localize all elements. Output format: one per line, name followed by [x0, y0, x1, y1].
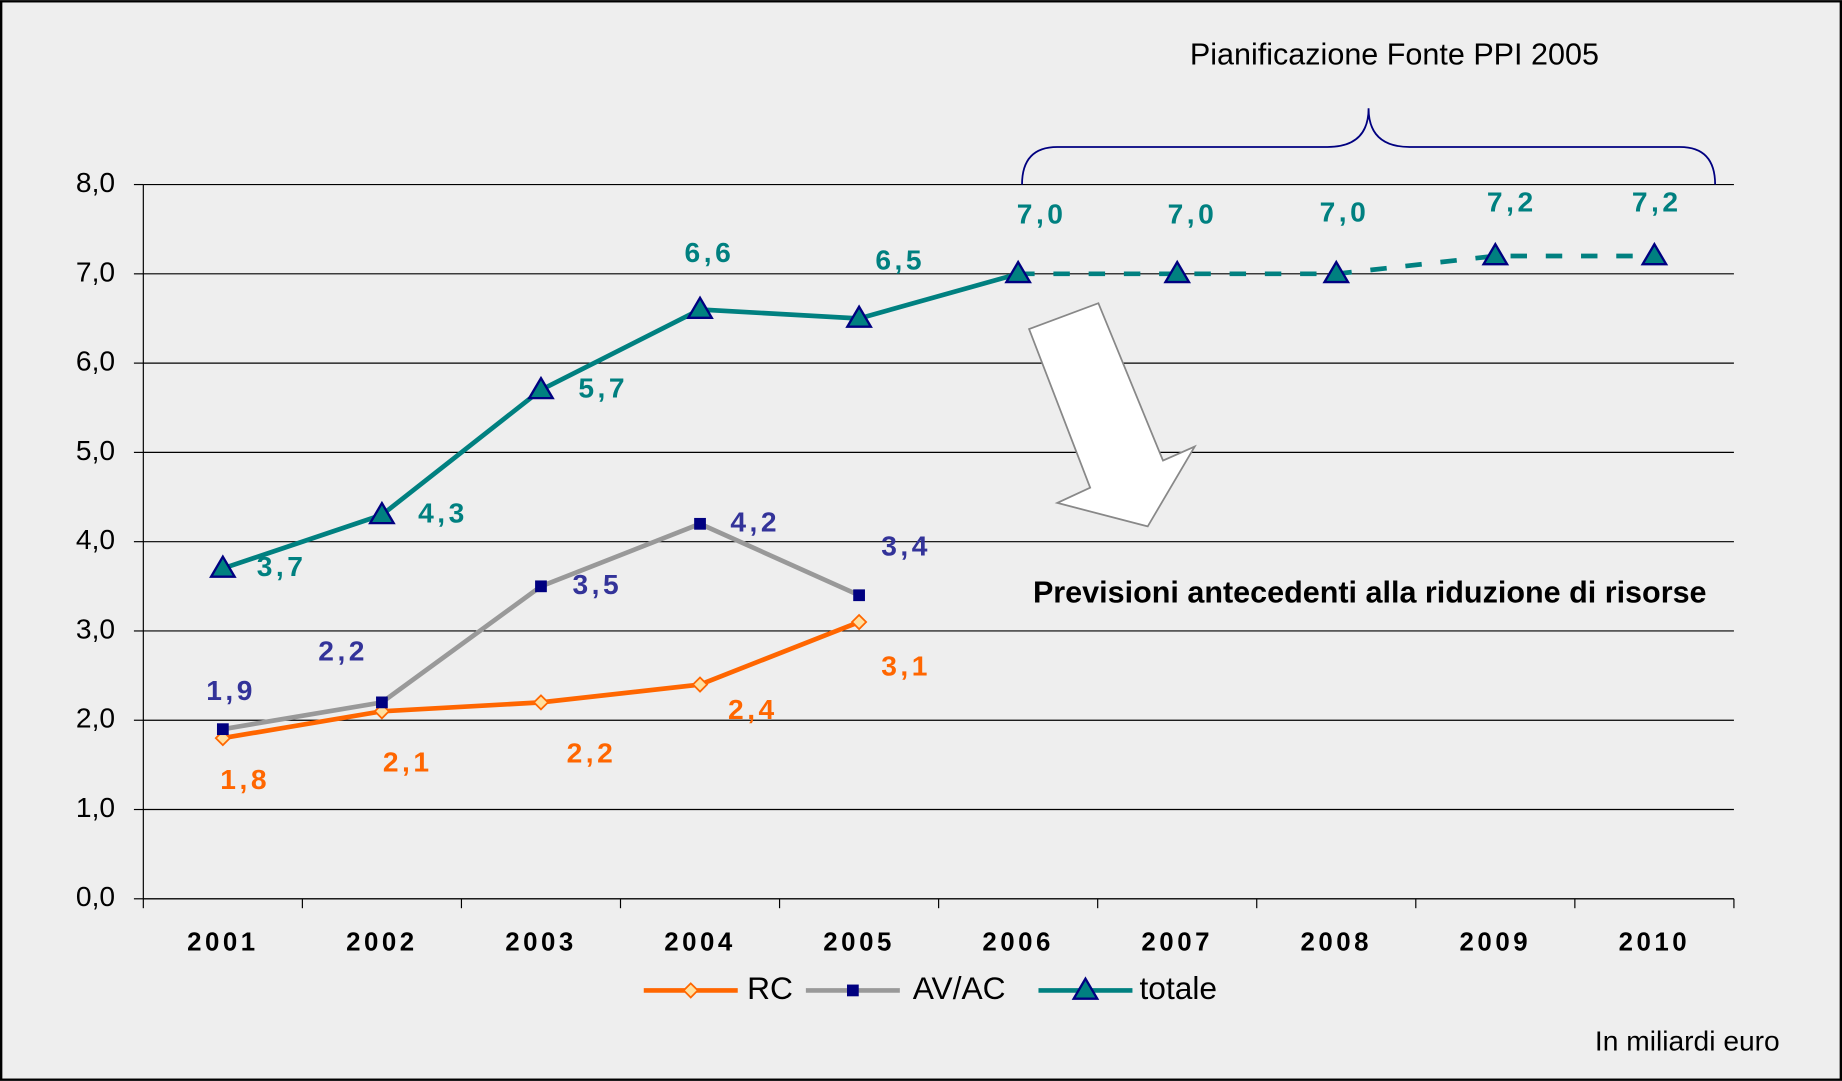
annotation: Pianificazione Fonte PPI 2005	[1190, 38, 1599, 72]
y-tick-label: 2,0	[76, 702, 115, 734]
legend-marker	[1071, 976, 1100, 1000]
legend-label: AV/AC	[913, 970, 1006, 1006]
data-point	[535, 580, 547, 593]
data-label: 5,7	[578, 371, 628, 403]
data-point	[1481, 241, 1510, 266]
x-tick-label: 2001	[187, 928, 259, 956]
data-label: 4,3	[418, 496, 468, 528]
data-point	[1004, 259, 1032, 284]
data-label: 7,2	[1487, 186, 1537, 218]
legend-label: totale	[1140, 970, 1218, 1006]
data-point	[1163, 259, 1192, 284]
data-label: 3,5	[572, 568, 622, 600]
y-tick-label: 8,0	[76, 166, 115, 198]
data-label: 6,6	[685, 236, 735, 268]
data-point	[1322, 259, 1351, 284]
x-tick-label: 2010	[1619, 928, 1691, 956]
data-label: 6,5	[875, 244, 925, 276]
data-label: 4,2	[730, 505, 780, 537]
y-tick-label: 7,0	[76, 255, 115, 287]
data-label: 2,1	[383, 746, 433, 778]
x-tick-label: 2005	[823, 928, 895, 956]
data-label: 2,4	[728, 693, 778, 725]
y-tick-label: 6,0	[76, 345, 115, 377]
y-tick-label: 4,0	[76, 523, 115, 555]
grid	[133, 183, 1735, 909]
data-label: 3,1	[881, 649, 931, 681]
data-point	[686, 295, 714, 319]
data-point	[209, 554, 237, 578]
x-tick-label: 2009	[1460, 928, 1532, 956]
data-point	[850, 613, 868, 631]
x-tick-label: 2003	[505, 928, 577, 956]
data-label: 1,8	[220, 763, 270, 795]
legend-label: RC	[747, 970, 793, 1006]
x-tick-label: 2006	[982, 928, 1054, 956]
x-tick-label: 2004	[664, 928, 736, 956]
data-point	[376, 696, 388, 709]
data-point	[853, 589, 865, 602]
y-tick-label: 5,0	[76, 434, 115, 466]
data-point	[532, 694, 550, 711]
data-label: 3,4	[881, 530, 931, 562]
data-label: 1,9	[206, 674, 256, 706]
x-tick-label: 2007	[1141, 928, 1213, 956]
data-label: 3,7	[257, 550, 307, 582]
data-point	[694, 517, 706, 530]
data-point	[691, 676, 709, 693]
series-line	[222, 271, 1019, 571]
x-tick-label: 2002	[346, 928, 418, 956]
data-label: 7,0	[1320, 195, 1370, 227]
y-tick-label: 3,0	[76, 612, 115, 644]
data-point	[368, 500, 396, 525]
data-label: 7,2	[1632, 186, 1682, 218]
data-label: 2,2	[567, 737, 617, 769]
annotation: Previsioni antecedenti alla riduzione di…	[1033, 576, 1707, 610]
arrow	[1027, 302, 1197, 528]
data-point	[1640, 241, 1669, 266]
x-tick-label: 2008	[1300, 928, 1372, 956]
y-tick-label: 1,0	[76, 791, 115, 823]
data-label: 7,0	[1017, 198, 1067, 230]
y-tick-label: 0,0	[76, 880, 115, 912]
data-point	[216, 723, 229, 736]
data-point	[527, 375, 555, 400]
legend-marker	[682, 982, 700, 999]
legend-marker	[846, 984, 859, 997]
data-label: 7,0	[1168, 198, 1218, 230]
data-point	[845, 304, 873, 328]
brace	[1021, 108, 1717, 185]
data-label: 2,2	[318, 634, 368, 666]
annotation: In miliardi euro	[1595, 1025, 1780, 1057]
